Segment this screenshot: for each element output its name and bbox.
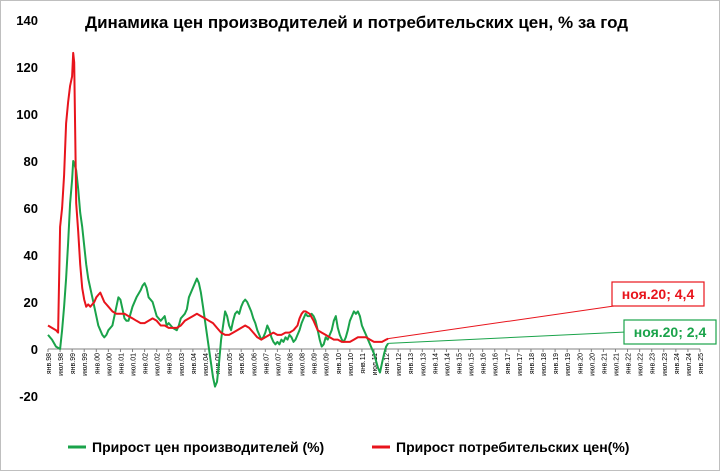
annotation-layer: ноя.20; 4,4 ноя.20; 2,4	[388, 281, 717, 345]
x-tick-label: июл.15	[469, 353, 476, 376]
annotation-box	[611, 281, 705, 307]
y-tick-label: -20	[19, 389, 38, 404]
x-tick-label: янв.23	[650, 353, 657, 374]
y-tick-label: 100	[16, 107, 38, 122]
x-tick-label: июл.07	[275, 353, 282, 376]
x-tick-label: июл.21	[613, 353, 620, 376]
x-tick-label: июл.06	[251, 353, 258, 376]
x-tick-label: июл.03	[179, 353, 186, 376]
x-tick-label: янв.12	[384, 353, 391, 374]
x-tick-label: июл.12	[396, 353, 403, 376]
x-tick-label: янв.98	[46, 353, 53, 374]
y-axis: -20 0 20 40 60 80 100 120 140	[16, 13, 38, 404]
legend-label: Прирост цен производителей (%)	[92, 439, 324, 455]
x-tick-label: янв.20	[577, 353, 584, 374]
x-tick-label: июл.14	[444, 353, 451, 376]
x-tick-label: июл.22	[638, 353, 645, 376]
x-tick-label: июл.20	[589, 353, 596, 376]
series-line-producer-prices	[47, 160, 389, 388]
x-tick-label: июл.98	[58, 353, 65, 376]
x-tick-label: янв.13	[408, 353, 415, 374]
y-tick-label: 20	[24, 295, 38, 310]
annotation-leader	[388, 305, 615, 340]
annotation-label: ноя.20; 4,4	[622, 286, 695, 302]
x-tick-label: янв.11	[360, 353, 367, 374]
x-tick-label: янв.06	[239, 353, 246, 374]
x-tick-label: янв.10	[336, 353, 343, 374]
y-tick-label: 60	[24, 201, 38, 216]
x-tick-label: янв.17	[505, 353, 512, 374]
series-line-consumer-prices	[47, 51, 389, 343]
x-tick-label: янв.25	[698, 353, 705, 374]
series-layer	[47, 51, 389, 388]
annotation-label: ноя.20; 2,4	[634, 324, 707, 340]
x-tick-label: янв.18	[529, 353, 536, 374]
x-tick-label: июл.18	[541, 353, 548, 376]
x-tick-label: июл.02	[155, 353, 162, 376]
x-tick-label: янв.09	[312, 353, 319, 374]
x-axis: янв.98 июл.98 янв.99 июл.99 янв.00 июл.00 янв.…	[46, 348, 705, 376]
x-tick-label: июл.10	[348, 353, 355, 376]
x-tick-label: янв.03	[167, 353, 174, 374]
legend-label: Прирост потребительских цен(%)	[396, 439, 629, 455]
x-tick-label: июл.01	[131, 353, 138, 376]
y-tick-label: 80	[24, 154, 38, 169]
x-tick-label: июл.13	[420, 353, 427, 376]
legend: Прирост цен производителей (%) Прирост по…	[68, 439, 629, 455]
x-tick-label: июл.08	[300, 353, 307, 376]
x-tick-label: июл.09	[324, 353, 331, 376]
x-tick-label: янв.99	[70, 353, 77, 374]
x-tick-label: июл.16	[493, 353, 500, 376]
x-tick-label: янв.15	[457, 353, 464, 374]
y-tick-label: 120	[16, 60, 38, 75]
x-tick-label: июл.04	[203, 353, 210, 376]
chart-title: Динамика цен производителей и потребител…	[85, 13, 628, 32]
x-tick-label: июл.05	[227, 353, 234, 376]
x-tick-label: янв.00	[94, 353, 101, 374]
x-tick-label: июл.23	[662, 353, 669, 376]
x-tick-label: янв.19	[553, 353, 560, 374]
x-tick-label: янв.01	[118, 353, 125, 374]
x-tick-label: янв.08	[287, 353, 294, 374]
x-tick-label: янв.02	[143, 353, 150, 374]
y-tick-label: 40	[24, 248, 38, 263]
y-tick-label: 0	[31, 342, 38, 357]
x-tick-label: янв.04	[191, 353, 198, 374]
x-tick-label: июл.00	[106, 353, 113, 376]
x-tick-label: янв.24	[674, 353, 681, 374]
y-tick-label: 140	[16, 13, 38, 28]
x-tick-label: янв.22	[626, 353, 633, 374]
x-tick-label: янв.16	[481, 353, 488, 374]
x-tick-label: янв.14	[432, 353, 439, 374]
annotation-box	[623, 319, 717, 345]
x-tick-label: июл.24	[686, 353, 693, 376]
x-tick-label: янв.21	[601, 353, 608, 374]
x-tick-label: июл.99	[82, 353, 89, 376]
x-tick-label: июл.17	[517, 353, 524, 376]
x-tick-label: июл.11	[372, 353, 379, 375]
x-tick-label: янв.07	[263, 353, 270, 374]
annotation-leader	[388, 331, 627, 344]
x-tick-label: июл.19	[565, 353, 572, 376]
